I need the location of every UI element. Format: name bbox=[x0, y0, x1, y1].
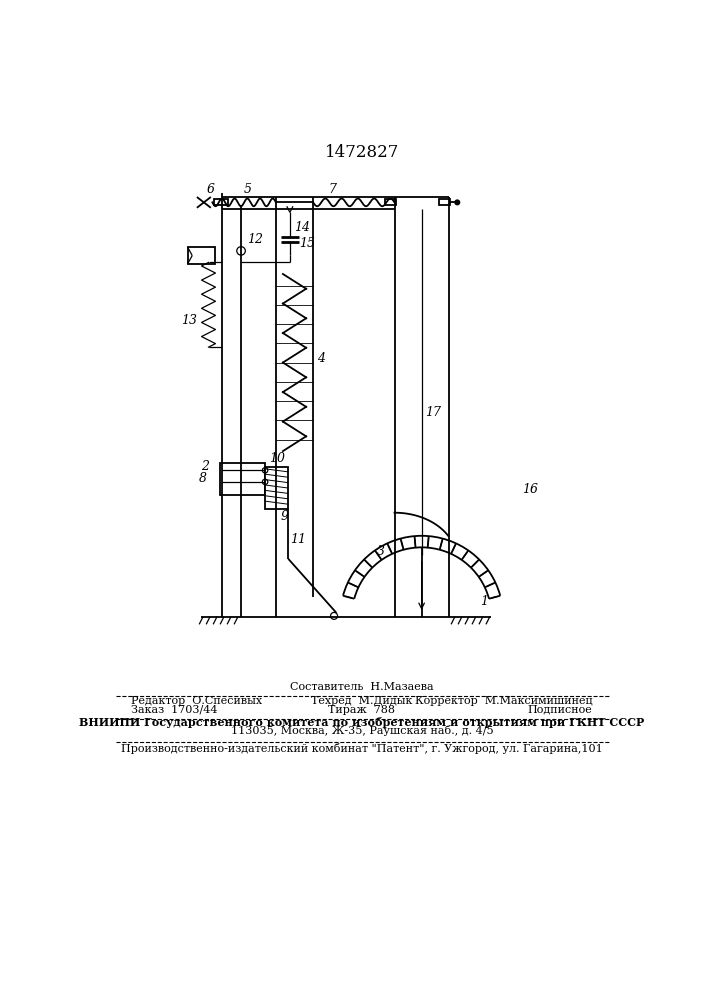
Text: ВНИИПИ Государственного комитета по изобретениям и открытиям при ГКНТ СССР: ВНИИПИ Государственного комитета по изоб… bbox=[79, 717, 645, 728]
Text: 10: 10 bbox=[269, 452, 285, 465]
Text: 5: 5 bbox=[243, 183, 252, 196]
Text: 16: 16 bbox=[522, 483, 538, 496]
Text: 8: 8 bbox=[199, 472, 207, 485]
Bar bbox=[265, 466, 288, 509]
Text: 17: 17 bbox=[426, 406, 441, 419]
Text: 15: 15 bbox=[299, 237, 315, 250]
Text: Производственно-издательский комбинат "Патент", г. Ужгород, ул. Гагарина,101: Производственно-издательский комбинат "П… bbox=[121, 743, 603, 754]
Text: 11: 11 bbox=[290, 533, 306, 546]
Text: 113035, Москва, Ж-35, Раушская наб., д. 4/5: 113035, Москва, Ж-35, Раушская наб., д. … bbox=[230, 725, 493, 736]
Bar bbox=[220, 463, 265, 495]
Text: 7: 7 bbox=[329, 183, 337, 196]
Text: 13: 13 bbox=[182, 314, 197, 327]
Text: Подписное: Подписное bbox=[527, 705, 592, 715]
Text: 12: 12 bbox=[247, 233, 263, 246]
Text: 9: 9 bbox=[281, 510, 288, 523]
Bar bbox=[385, 199, 396, 205]
Text: Техред  М.Дидык: Техред М.Дидык bbox=[311, 696, 413, 706]
Text: 2: 2 bbox=[201, 460, 209, 473]
Bar bbox=[214, 199, 228, 205]
Bar bbox=[438, 199, 450, 205]
Text: Корректор  М.Максимишинец: Корректор М.Максимишинец bbox=[414, 696, 592, 706]
Text: Тираж  788: Тираж 788 bbox=[329, 705, 395, 715]
Text: 14: 14 bbox=[295, 221, 310, 234]
Circle shape bbox=[455, 200, 460, 205]
Text: Редактор  О.Спесивых: Редактор О.Спесивых bbox=[131, 696, 262, 706]
Bar bbox=[187, 247, 215, 264]
Text: 4: 4 bbox=[317, 352, 325, 365]
Text: Заказ  1703/44: Заказ 1703/44 bbox=[131, 705, 218, 715]
Text: 3: 3 bbox=[377, 545, 385, 558]
Text: 1: 1 bbox=[480, 595, 488, 608]
Text: Составитель  Н.Мазаева: Составитель Н.Мазаева bbox=[290, 682, 434, 692]
Text: 1472827: 1472827 bbox=[325, 144, 399, 161]
Text: 6: 6 bbox=[206, 183, 214, 196]
